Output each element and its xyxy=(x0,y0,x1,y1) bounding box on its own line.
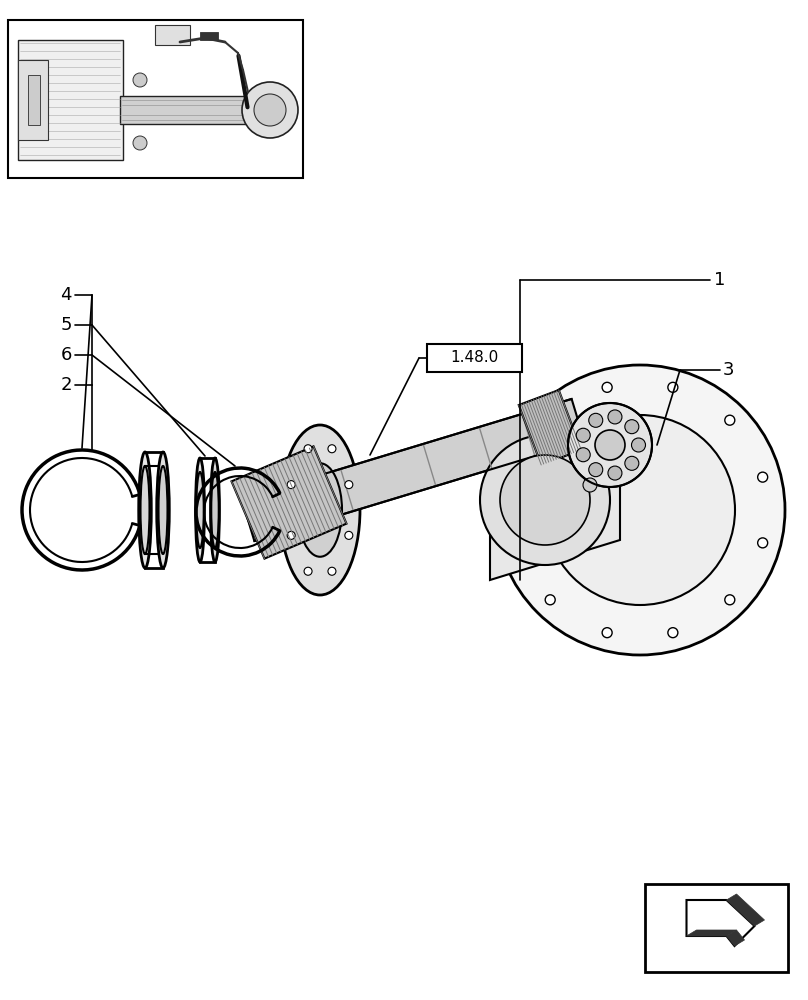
FancyArrowPatch shape xyxy=(238,56,247,107)
Circle shape xyxy=(589,463,603,477)
Text: 5: 5 xyxy=(61,316,72,334)
Polygon shape xyxy=(726,930,744,946)
Circle shape xyxy=(495,365,785,655)
Circle shape xyxy=(608,410,622,424)
Circle shape xyxy=(608,466,622,480)
Text: 6: 6 xyxy=(61,346,72,364)
Circle shape xyxy=(602,628,612,638)
Ellipse shape xyxy=(196,472,204,548)
Circle shape xyxy=(625,420,639,434)
Circle shape xyxy=(725,415,734,425)
Polygon shape xyxy=(519,390,581,465)
Bar xyxy=(18,40,123,160)
Circle shape xyxy=(595,430,625,460)
Circle shape xyxy=(304,567,312,575)
Bar xyxy=(18,60,48,140)
Polygon shape xyxy=(490,420,620,580)
Circle shape xyxy=(254,94,286,126)
Bar xyxy=(8,20,303,178)
Circle shape xyxy=(304,445,312,453)
Circle shape xyxy=(500,455,590,545)
Circle shape xyxy=(576,428,590,442)
Text: 1.48.0: 1.48.0 xyxy=(450,351,499,365)
Circle shape xyxy=(328,445,336,453)
Bar xyxy=(28,75,40,125)
Circle shape xyxy=(133,136,147,150)
Circle shape xyxy=(512,538,522,548)
Polygon shape xyxy=(242,399,584,541)
Ellipse shape xyxy=(211,472,219,548)
Polygon shape xyxy=(726,894,764,926)
Circle shape xyxy=(545,415,555,425)
Circle shape xyxy=(668,628,678,638)
Ellipse shape xyxy=(157,452,170,568)
Bar xyxy=(120,96,250,124)
Ellipse shape xyxy=(139,452,151,568)
Ellipse shape xyxy=(196,458,204,562)
Bar xyxy=(645,884,788,972)
Polygon shape xyxy=(232,446,347,559)
Circle shape xyxy=(133,73,147,87)
Circle shape xyxy=(668,382,678,392)
Bar xyxy=(200,32,218,40)
Circle shape xyxy=(328,567,336,575)
Circle shape xyxy=(568,403,652,487)
Circle shape xyxy=(512,472,522,482)
Text: 2: 2 xyxy=(61,376,72,394)
Ellipse shape xyxy=(158,466,167,554)
Circle shape xyxy=(287,531,295,539)
Bar xyxy=(155,25,190,45)
Ellipse shape xyxy=(141,466,149,554)
Ellipse shape xyxy=(280,425,360,595)
Circle shape xyxy=(583,478,597,492)
Text: 1: 1 xyxy=(714,271,726,289)
Circle shape xyxy=(589,413,603,427)
Ellipse shape xyxy=(298,463,342,557)
Circle shape xyxy=(632,438,646,452)
Bar xyxy=(427,344,522,372)
Circle shape xyxy=(345,531,353,539)
Circle shape xyxy=(758,472,768,482)
Polygon shape xyxy=(687,930,737,936)
Circle shape xyxy=(480,435,610,565)
Circle shape xyxy=(576,448,590,462)
Circle shape xyxy=(625,456,639,470)
Text: 4: 4 xyxy=(61,286,72,304)
Circle shape xyxy=(545,595,555,605)
Circle shape xyxy=(602,382,612,392)
Circle shape xyxy=(287,481,295,489)
Circle shape xyxy=(345,481,353,489)
Circle shape xyxy=(725,595,734,605)
Circle shape xyxy=(242,82,298,138)
Ellipse shape xyxy=(211,458,220,562)
Circle shape xyxy=(545,415,735,605)
Circle shape xyxy=(758,538,768,548)
Text: 3: 3 xyxy=(723,361,734,379)
Polygon shape xyxy=(687,900,755,946)
